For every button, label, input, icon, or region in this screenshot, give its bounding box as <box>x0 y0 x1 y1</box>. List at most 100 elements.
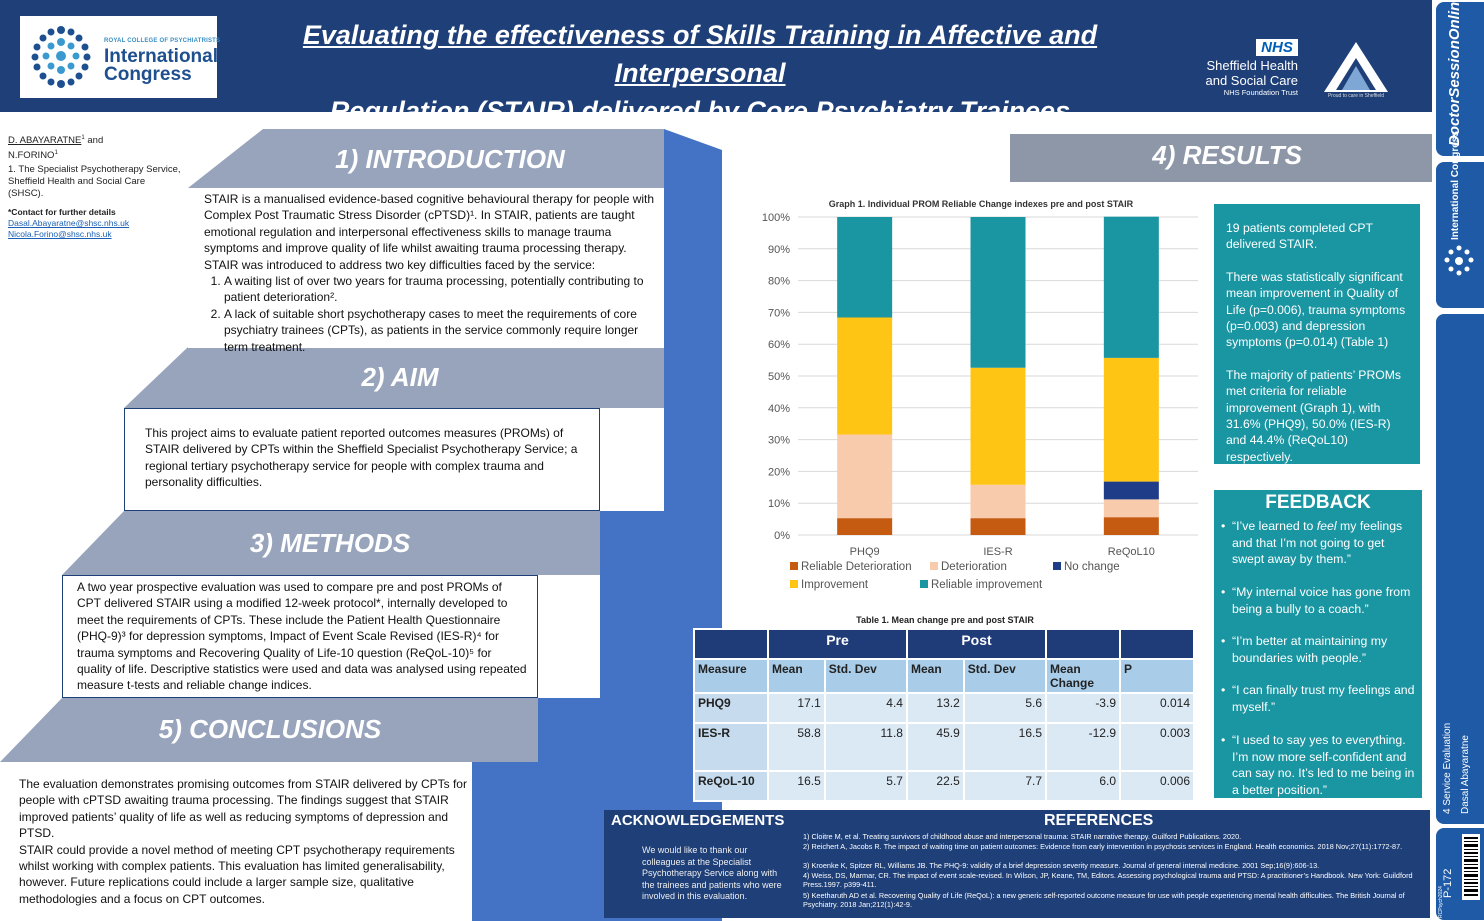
trust-line-3: NHS Foundation Trust <box>1223 88 1298 97</box>
session-label: 4 Service Evaluation <box>1442 722 1453 814</box>
feedback-quote-2: “My internal voice has gone from being a… <box>1218 584 1418 617</box>
sidebar-poster-tab[interactable]: P-172 RCPsych2024 <box>1436 828 1484 920</box>
trust-logo-icon <box>1324 42 1388 92</box>
chart-y-ticks: 0% 10% 20% 30% 40% 50% 60% 70% 80% 90% 100% <box>762 212 790 542</box>
summary-3: The majority of patients’ PROMs met crit… <box>1226 367 1401 464</box>
brand-doctorsession: DoctorSessionOnline <box>1446 0 1463 146</box>
y-tick-label: 70% <box>768 307 790 319</box>
email-link-2[interactable]: Nicola.Forino@shsc.nhs.uk <box>8 229 112 240</box>
legend-swatch <box>1053 562 1061 570</box>
chart-title: Graph 1. Individual PROM Reliable Change… <box>829 199 1134 209</box>
author-2-line: N.FORINO1 <box>8 150 58 162</box>
reference-3: 3) Kroenke K, Spitzer RL, Williams JB. T… <box>803 861 1320 870</box>
aim-textbox: This project aims to evaluate patient re… <box>124 408 600 511</box>
footer-code: RCPsych2024 <box>1438 886 1444 918</box>
step-side-4 <box>472 762 538 921</box>
bar-segment <box>837 217 893 318</box>
aim-title: 2) AIM <box>361 362 439 392</box>
y-tick-label: 90% <box>768 244 790 256</box>
rcp-logo: ROYAL COLLEGE OF PSYCHIATRISTS Internati… <box>20 16 221 98</box>
col-change: Mean Change <box>1045 658 1121 694</box>
sidebar-brand-tab[interactable]: DoctorSessionOnline <box>1436 0 1484 156</box>
bar-segment <box>1103 481 1159 500</box>
feedback-quote-1: “I’ve learned to feel my feelings and th… <box>1218 518 1418 568</box>
intro-item-1: A waiting list of over two years for tra… <box>224 273 656 306</box>
trust-line-1: Sheffield Health <box>1206 58 1298 73</box>
affiliation: 1. The Specialist Psychotherapy Service,… <box>8 164 181 200</box>
aim-text: This project aims to evaluate patient re… <box>145 426 578 490</box>
y-tick-label: 80% <box>768 276 790 288</box>
presenter-label: Dasal Abayaratne <box>1460 735 1471 814</box>
x-tick-label: ReQoL10 <box>1108 546 1155 558</box>
reference-2: 2) Reichert A, Jacobs R. The impact of w… <box>803 842 1403 851</box>
poster-title: Evaluating the effectiveness of Skills T… <box>240 16 1160 130</box>
legend-label: Deterioration <box>941 561 1007 573</box>
chart-x-ticks: PHQ9 IES-R ReQoL10 <box>850 546 1155 558</box>
conclusions-p1: The evaluation demonstrates promising ou… <box>19 777 467 841</box>
barcode-icon <box>1462 834 1480 900</box>
legend-swatch <box>790 580 798 588</box>
sidebar-session-tab[interactable]: 4 Service Evaluation Dasal Abayaratne <box>1436 314 1484 824</box>
y-tick-label: 10% <box>768 498 790 510</box>
legend-swatch <box>790 562 798 570</box>
table-col-header: Measure Mean Std. Dev Mean Std. Dev Mean… <box>693 658 1195 694</box>
rcp-international: International <box>104 46 219 67</box>
bar-segment <box>1103 216 1159 358</box>
email-link-1[interactable]: Dasal.Abayaratne@shsc.nhs.uk <box>8 218 130 229</box>
header-banner <box>0 0 1432 112</box>
trust-line-2: and Social Care <box>1205 73 1299 88</box>
col-pre-sd: Std. Dev <box>823 658 908 694</box>
bar-segment <box>837 518 893 535</box>
ref-title: REFERENCES <box>1044 812 1154 829</box>
chart-legend: Reliable Deterioration Deterioration No ch… <box>790 561 1120 591</box>
intro-banner-shape <box>188 129 664 188</box>
y-tick-label: 30% <box>768 435 790 447</box>
x-tick-label: IES-R <box>983 546 1012 558</box>
ack-ref-panel: ACKNOWLEDGEMENTS We would like to thank … <box>604 810 1430 918</box>
conclusions-p2: STAIR could provide a novel method of me… <box>19 842 455 906</box>
author-line: D. ABAYARATNE1 and <box>8 135 104 147</box>
intro-paragraph: STAIR is a manualised evidence-based cog… <box>204 192 655 272</box>
rcp-small-label: ROYAL COLLEGE OF PSYCHIATRISTS <box>104 38 221 44</box>
aim-banner-shape <box>124 347 664 408</box>
table-row: IES-R 58.8 11.8 45.9 16.5 -12.9 0.003 <box>693 722 1195 772</box>
globe-dots-icon <box>31 26 91 88</box>
col-post-mean: Mean <box>905 658 965 694</box>
y-tick-label: 60% <box>768 339 790 351</box>
legend-swatch <box>930 562 938 570</box>
author-1: D. ABAYARATNE <box>8 135 82 147</box>
ack-title: ACKNOWLEDGEMENTS <box>611 812 785 829</box>
bar-segment <box>837 434 893 519</box>
results-title: 4) RESULTS <box>1152 140 1302 170</box>
step-shapes <box>0 129 722 921</box>
results-banner <box>1010 134 1432 182</box>
trust-caption: Proud to care in Sheffield <box>1327 93 1385 99</box>
feedback-title: FEEDBACK <box>1265 492 1371 513</box>
feedback-quote-5: “I used to say yes to everything. I’m no… <box>1218 732 1418 798</box>
intro-textbox: STAIR is a manualised evidence-based cog… <box>188 188 664 354</box>
methods-textbox: A two year prospective evaluation was us… <box>62 575 538 698</box>
sidebar-congress-tab[interactable]: International Congress <box>1436 131 1484 308</box>
title-line-1: Evaluating the effectiveness of Skills T… <box>302 20 1098 88</box>
intro-title: 1) INTRODUCTION <box>335 144 565 174</box>
y-tick-label: 50% <box>768 371 790 383</box>
feedback-quote-4: “I can finally trust my feelings and mys… <box>1218 682 1418 715</box>
conclusions-title: 5) CONCLUSIONS <box>158 714 382 744</box>
methods-banner-shape <box>62 511 600 575</box>
congress-globe-icon <box>1444 245 1474 276</box>
feedback-quote-3: “I’m better at maintaining my boundaries… <box>1218 633 1418 666</box>
table-row: ReQoL-10 16.5 5.7 22.5 7.7 6.0 0.006 <box>693 770 1195 802</box>
graph-1-chart: Graph 1. Individual PROM Reliable Change… <box>762 199 1198 591</box>
table-row: PHQ9 17.1 4.4 13.2 5.6 -3.9 0.014 <box>693 692 1195 724</box>
bar-segment <box>837 317 893 435</box>
feedback-panel: FEEDBACK “I’ve learned to feel my feelin… <box>1214 490 1422 798</box>
legend-label: No change <box>1064 561 1120 573</box>
bar-segment <box>1103 499 1159 518</box>
brand-congress: International Congress <box>1450 131 1461 240</box>
legend-label: Reliable improvement <box>931 579 1043 591</box>
author-2: N.FORINO <box>8 150 55 162</box>
reference-1: 1) Cloitre M, et al. Treating survivors … <box>803 832 1242 841</box>
bar-segment <box>970 217 1026 368</box>
legend-label: Reliable Deterioration <box>801 561 912 573</box>
authors-block: D. ABAYARATNE1 and N.FORINO1 1. The Spec… <box>8 132 183 240</box>
